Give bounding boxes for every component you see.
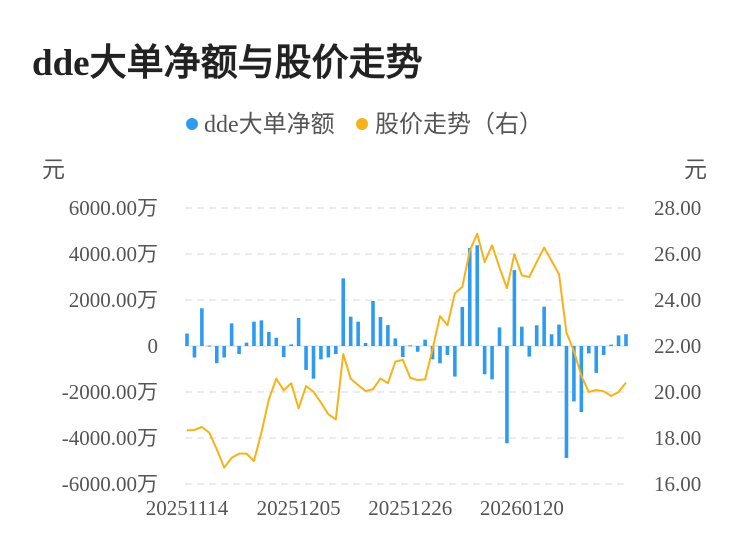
bar	[244, 342, 249, 346]
bar	[237, 346, 241, 355]
bar	[289, 344, 293, 346]
bar	[185, 333, 189, 346]
right-tick-label: 26.00	[654, 242, 701, 266]
bar	[200, 308, 204, 346]
right-tick-label: 28.00	[654, 196, 701, 220]
price-line	[186, 232, 627, 469]
right-tick-label: 22.00	[654, 334, 701, 358]
bar	[326, 346, 331, 358]
bar	[371, 300, 375, 346]
bar	[252, 321, 256, 346]
bar	[616, 335, 621, 346]
legend-label-line: 股价走势（右）	[375, 111, 543, 138]
bar	[393, 338, 398, 346]
bar	[274, 337, 279, 346]
bar	[378, 317, 383, 346]
bar	[497, 327, 502, 346]
x-tick-label: 20251226	[368, 496, 452, 520]
right-tick-label: 18.00	[654, 426, 701, 450]
bar	[512, 270, 517, 346]
bar	[192, 346, 197, 358]
left-tick-label: 2000.00万	[69, 288, 158, 312]
bar	[319, 346, 323, 360]
bar	[281, 346, 286, 358]
bar	[586, 346, 591, 354]
bar	[267, 331, 271, 346]
legend-marker-bar	[186, 118, 198, 130]
bar	[482, 346, 487, 375]
bar	[475, 245, 479, 346]
bar	[423, 339, 427, 346]
bar	[222, 346, 227, 358]
bar	[341, 278, 346, 346]
right-tick-label: 16.00	[654, 472, 701, 496]
legend-marker-line	[356, 118, 368, 130]
bar	[400, 346, 405, 358]
bar	[534, 325, 539, 346]
bar	[453, 346, 457, 377]
bar	[579, 346, 584, 413]
bar	[549, 334, 554, 346]
bar	[572, 346, 576, 402]
right-tick-label: 24.00	[654, 288, 701, 312]
bar	[609, 344, 613, 346]
bar	[527, 346, 532, 357]
x-tick-label: 20260120	[480, 496, 564, 520]
bar	[214, 346, 219, 364]
bar	[296, 317, 301, 346]
bar	[460, 306, 465, 346]
left-tick-label: 4000.00万	[69, 242, 158, 266]
left-tick-label: 0	[148, 334, 159, 358]
bar	[505, 346, 509, 444]
bar	[207, 345, 212, 347]
bar	[386, 325, 390, 346]
bar	[415, 346, 420, 352]
left-tick-label: 6000.00万	[69, 196, 158, 220]
bar	[467, 248, 472, 346]
chart-title: dde大单净额与股价走势	[32, 43, 423, 84]
bar	[348, 316, 353, 346]
bar	[445, 346, 450, 355]
bar	[601, 346, 606, 355]
left-axis-unit: 元	[42, 157, 65, 182]
bar	[311, 346, 316, 379]
bar	[557, 324, 561, 346]
bar	[363, 343, 368, 346]
bar	[356, 321, 360, 346]
bar	[259, 320, 264, 346]
right-tick-label: 20.00	[654, 380, 701, 404]
bar	[594, 346, 599, 373]
bar	[408, 345, 413, 347]
left-tick-label: -2000.00万	[62, 380, 158, 404]
left-tick-label: -6000.00万	[62, 472, 158, 496]
bar	[438, 346, 442, 364]
bar	[229, 323, 234, 346]
x-tick-label: 20251114	[146, 496, 229, 520]
bar	[304, 346, 308, 370]
legend-label-bar: dde大单净额	[204, 111, 335, 138]
right-axis-unit: 元	[684, 157, 707, 182]
bar	[520, 326, 524, 346]
bar	[564, 346, 569, 459]
x-tick-label: 20251205	[257, 496, 341, 520]
bar	[334, 346, 338, 355]
bar	[490, 346, 494, 380]
left-tick-label: -4000.00万	[62, 426, 158, 450]
bar	[542, 306, 546, 346]
bar	[624, 334, 628, 346]
